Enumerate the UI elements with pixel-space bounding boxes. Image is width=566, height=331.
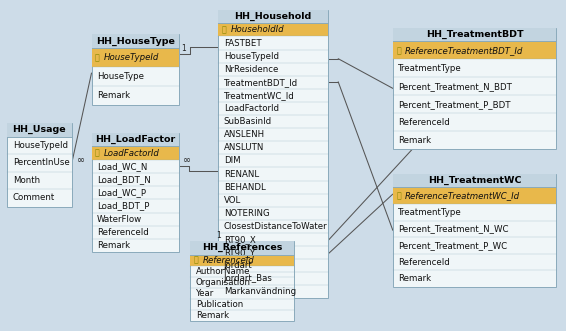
- Text: Load_BDT_N: Load_BDT_N: [97, 175, 151, 184]
- Text: ⚿: ⚿: [95, 53, 100, 62]
- Text: AuthorName: AuthorName: [196, 267, 250, 276]
- Text: Comment: Comment: [12, 193, 55, 202]
- FancyBboxPatch shape: [92, 133, 179, 253]
- Text: Remark: Remark: [97, 241, 130, 250]
- Text: HouseTypeId: HouseTypeId: [12, 141, 68, 150]
- Text: 1: 1: [181, 44, 186, 53]
- FancyBboxPatch shape: [218, 10, 328, 24]
- Text: HH_TreatmentWC: HH_TreatmentWC: [428, 176, 521, 185]
- Text: TreatmentBDT_Id: TreatmentBDT_Id: [224, 78, 298, 87]
- Text: Jordart: Jordart: [224, 261, 252, 270]
- Text: ⚿: ⚿: [194, 256, 198, 265]
- FancyBboxPatch shape: [190, 255, 294, 266]
- FancyBboxPatch shape: [190, 241, 294, 321]
- FancyBboxPatch shape: [92, 146, 179, 160]
- Text: ReferenceTreatmentBDT_Id: ReferenceTreatmentBDT_Id: [405, 46, 524, 55]
- Text: ⚿: ⚿: [222, 25, 226, 34]
- Text: Remark: Remark: [97, 91, 130, 100]
- Text: Month: Month: [12, 176, 40, 185]
- Text: BEHANDL: BEHANDL: [224, 183, 265, 192]
- Text: HH_HouseType: HH_HouseType: [96, 36, 174, 46]
- Text: HouseholdId: HouseholdId: [230, 25, 284, 34]
- Text: ∞: ∞: [77, 155, 85, 166]
- FancyBboxPatch shape: [393, 174, 556, 187]
- Text: HouseTypeId: HouseTypeId: [104, 53, 159, 62]
- Text: Load_WC_N: Load_WC_N: [97, 162, 148, 171]
- Text: 1: 1: [216, 231, 221, 240]
- Text: Percent_Treatment_N_BDT: Percent_Treatment_N_BDT: [398, 82, 512, 91]
- Text: HH_LoadFactor: HH_LoadFactor: [95, 135, 175, 144]
- FancyBboxPatch shape: [393, 41, 556, 59]
- Text: NrResidence: NrResidence: [224, 65, 278, 74]
- FancyBboxPatch shape: [92, 34, 179, 105]
- FancyBboxPatch shape: [190, 241, 294, 255]
- Text: Markanvändning: Markanvändning: [224, 287, 296, 296]
- Text: Publication: Publication: [196, 300, 243, 309]
- Text: VOL: VOL: [224, 196, 241, 205]
- Text: WaterFlow: WaterFlow: [97, 215, 142, 224]
- FancyBboxPatch shape: [7, 123, 72, 207]
- Text: LoadFactorId: LoadFactorId: [224, 104, 279, 113]
- FancyBboxPatch shape: [393, 28, 556, 149]
- Text: RT90_X: RT90_X: [224, 235, 256, 244]
- Text: HH_References: HH_References: [202, 243, 282, 253]
- Text: RENANL: RENANL: [224, 169, 259, 178]
- Text: Year: Year: [196, 289, 214, 298]
- Text: HouseTypeId: HouseTypeId: [224, 52, 279, 61]
- Text: FASTBET: FASTBET: [224, 38, 261, 48]
- Text: Remark: Remark: [398, 136, 432, 145]
- Text: ReferenceId: ReferenceId: [398, 258, 450, 266]
- Text: ⚿: ⚿: [396, 46, 401, 55]
- Text: LoadFactorId: LoadFactorId: [104, 149, 160, 158]
- FancyBboxPatch shape: [92, 48, 179, 67]
- FancyBboxPatch shape: [92, 34, 179, 48]
- Text: Percent_Treatment_P_BDT: Percent_Treatment_P_BDT: [398, 100, 511, 109]
- Text: ReferenceId: ReferenceId: [203, 256, 254, 265]
- Text: HH_Usage: HH_Usage: [12, 125, 66, 134]
- Text: Percent_Treatment_N_WC: Percent_Treatment_N_WC: [398, 224, 509, 233]
- Text: ANSLUTN: ANSLUTN: [224, 143, 264, 152]
- Text: HouseType: HouseType: [97, 72, 144, 81]
- Text: TreatmentType: TreatmentType: [398, 64, 462, 73]
- FancyBboxPatch shape: [7, 123, 72, 137]
- Text: ReferenceId: ReferenceId: [97, 228, 149, 237]
- Text: SubBasinId: SubBasinId: [224, 117, 272, 126]
- Text: DIM: DIM: [224, 157, 241, 166]
- FancyBboxPatch shape: [393, 174, 556, 287]
- Text: ClosestDistanceToWater: ClosestDistanceToWater: [224, 222, 328, 231]
- Text: ANSLENH: ANSLENH: [224, 130, 265, 139]
- Text: ReferenceTreatmentWC_Id: ReferenceTreatmentWC_Id: [405, 191, 520, 200]
- Text: RT90_Y: RT90_Y: [224, 248, 255, 257]
- Text: TreatmentWC_Id: TreatmentWC_Id: [224, 91, 295, 100]
- Text: Remark: Remark: [196, 311, 229, 320]
- Text: ∞: ∞: [183, 155, 191, 165]
- Text: HH_TreatmentBDT: HH_TreatmentBDT: [426, 30, 524, 39]
- Text: Percent_Treatment_P_WC: Percent_Treatment_P_WC: [398, 241, 508, 250]
- FancyBboxPatch shape: [393, 28, 556, 41]
- Text: Organisation: Organisation: [196, 278, 251, 287]
- Text: HH_Household: HH_Household: [234, 12, 312, 21]
- Text: ReferenceId: ReferenceId: [398, 118, 450, 127]
- FancyBboxPatch shape: [92, 133, 179, 146]
- Text: Jordart_Bas: Jordart_Bas: [224, 274, 273, 283]
- Text: PercentInUse: PercentInUse: [12, 158, 70, 167]
- FancyBboxPatch shape: [393, 187, 556, 204]
- Text: Load_BDT_P: Load_BDT_P: [97, 202, 149, 211]
- FancyBboxPatch shape: [218, 10, 328, 299]
- Text: Load_WC_P: Load_WC_P: [97, 188, 146, 197]
- Text: TreatmentType: TreatmentType: [398, 208, 462, 217]
- Text: ⚿: ⚿: [95, 149, 100, 158]
- Text: ⚿: ⚿: [396, 191, 401, 200]
- FancyBboxPatch shape: [218, 24, 328, 36]
- Text: Remark: Remark: [398, 274, 432, 283]
- Text: NOTERING: NOTERING: [224, 209, 269, 218]
